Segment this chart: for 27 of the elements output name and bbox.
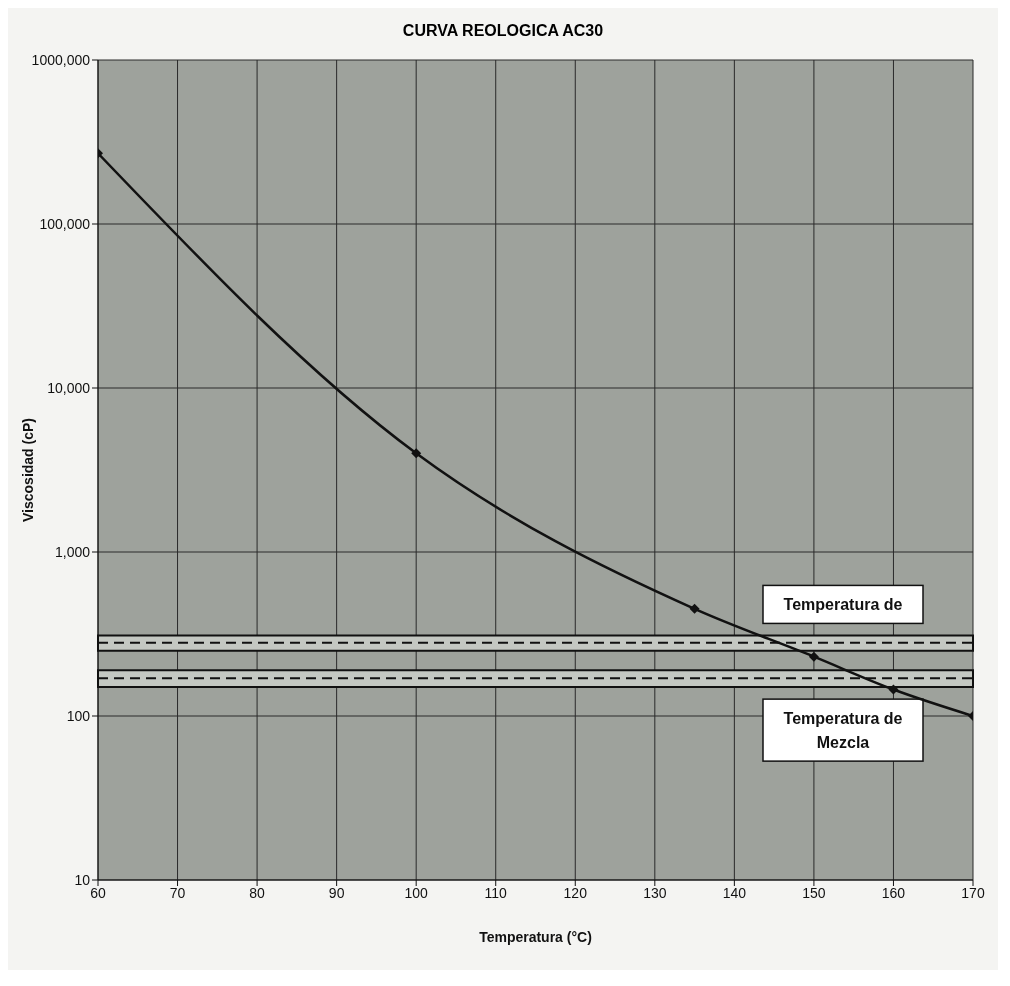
x-tick-label: 90 — [328, 884, 345, 901]
point — [808, 651, 819, 662]
y-tick-label: 100,000 — [39, 215, 91, 232]
y-tick-label: 100 — [66, 707, 91, 724]
x-tick-label: 170 — [961, 884, 985, 901]
y-tick-label: 1000,000 — [31, 51, 91, 68]
x-axis-title: Temperatura (°C) — [479, 929, 592, 945]
x-tick-label: 100 — [404, 884, 429, 901]
y-tick-label: 1,000 — [54, 543, 91, 560]
x-tick-label: 140 — [722, 884, 747, 901]
band-label: Temperatura de Mezcla — [783, 710, 903, 752]
y-tick-label: 10 — [74, 871, 91, 888]
x-tick-label: 60 — [90, 884, 106, 901]
point — [411, 448, 422, 459]
x-tick-label: 80 — [249, 884, 266, 901]
x-tick-label: 120 — [563, 884, 588, 901]
y-axis-title: Viscosidad (cP) — [19, 417, 36, 523]
band-label: Temperatura de — [783, 596, 903, 614]
x-tick-label: 130 — [643, 884, 667, 901]
chart-title: CURVA REOLOGICA AC30 — [401, 21, 605, 40]
point — [689, 603, 700, 614]
x-tick-label: 160 — [881, 884, 906, 901]
y-tick-label: 10,000 — [47, 379, 91, 396]
point — [888, 684, 899, 695]
x-tick-label: 150 — [802, 884, 826, 901]
x-tick-label: 110 — [484, 884, 508, 901]
x-tick-label: 70 — [169, 884, 186, 901]
